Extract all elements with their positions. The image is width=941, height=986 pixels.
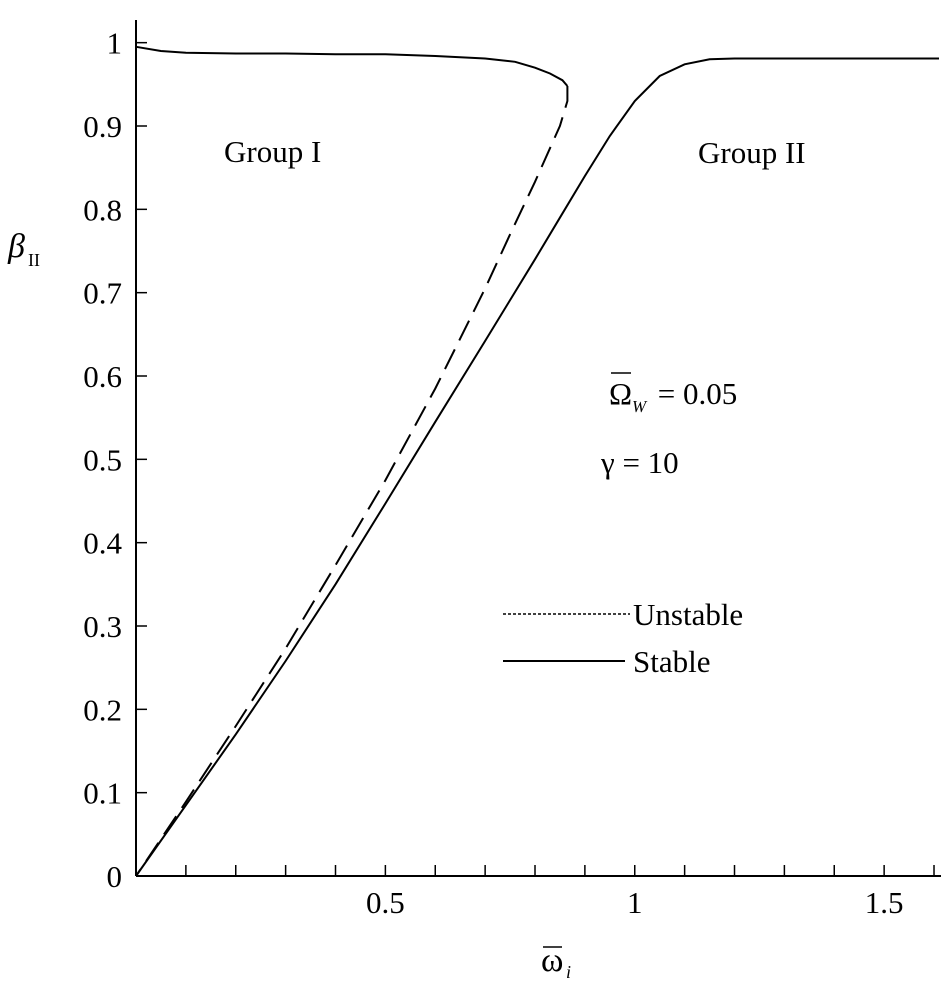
tick-labels: 0 0.1 0.2 0.3 0.4 0.5 0.6 0.7 0.8 0.9 1 0.5 1 1.5 <box>83 26 903 920</box>
x-axis-label-main: ω <box>541 942 563 979</box>
series-line-2-solid <box>135 57 939 877</box>
annotation-omega-sub: W <box>632 397 648 416</box>
legend: Unstable Stable <box>503 597 743 679</box>
y-tick-label: 0.1 <box>83 776 122 811</box>
y-tick-label: 0.6 <box>83 359 122 394</box>
y-tick-label: 0.3 <box>83 609 122 644</box>
annotation-omega-value: = 0.05 <box>650 376 737 411</box>
annotation-group-2: Group II <box>698 135 806 170</box>
x-tick-label: 1.5 <box>865 885 904 920</box>
y-tick-label: 0.5 <box>83 442 122 477</box>
legend-label-stable: Stable <box>633 644 711 679</box>
y-tick-label: 0.4 <box>83 526 122 561</box>
y-tick-label: 0.8 <box>83 192 122 227</box>
y-tick-label: 0.9 <box>83 109 122 144</box>
y-axis-label-sub: II <box>28 250 40 270</box>
series-group <box>135 45 939 877</box>
series-line-0-solid <box>135 45 569 87</box>
annotation-omega-main: Ω <box>609 376 632 411</box>
axes <box>135 20 941 877</box>
y-axis-label: β II <box>7 228 40 270</box>
y-axis-label-main: β <box>7 228 25 265</box>
series-line-1-dashed <box>135 86 569 877</box>
legend-label-unstable: Unstable <box>633 597 743 632</box>
x-axis-label: ω i <box>541 942 571 982</box>
y-tick-label: 0.7 <box>83 276 122 311</box>
x-tick-label: 0.5 <box>366 885 405 920</box>
x-tick-label: 1 <box>627 885 643 920</box>
y-tick-label: 0.2 <box>83 692 122 727</box>
x-axis-label-sub: i <box>566 962 571 982</box>
annotation-gamma: γ = 10 <box>600 445 679 480</box>
y-tick-label: 1 <box>107 26 123 61</box>
annotation-group-1: Group I <box>224 134 321 169</box>
annotation-omega: Ω W = 0.05 <box>609 372 737 416</box>
y-tick-label: 0 <box>107 859 123 894</box>
ticks <box>136 41 935 877</box>
